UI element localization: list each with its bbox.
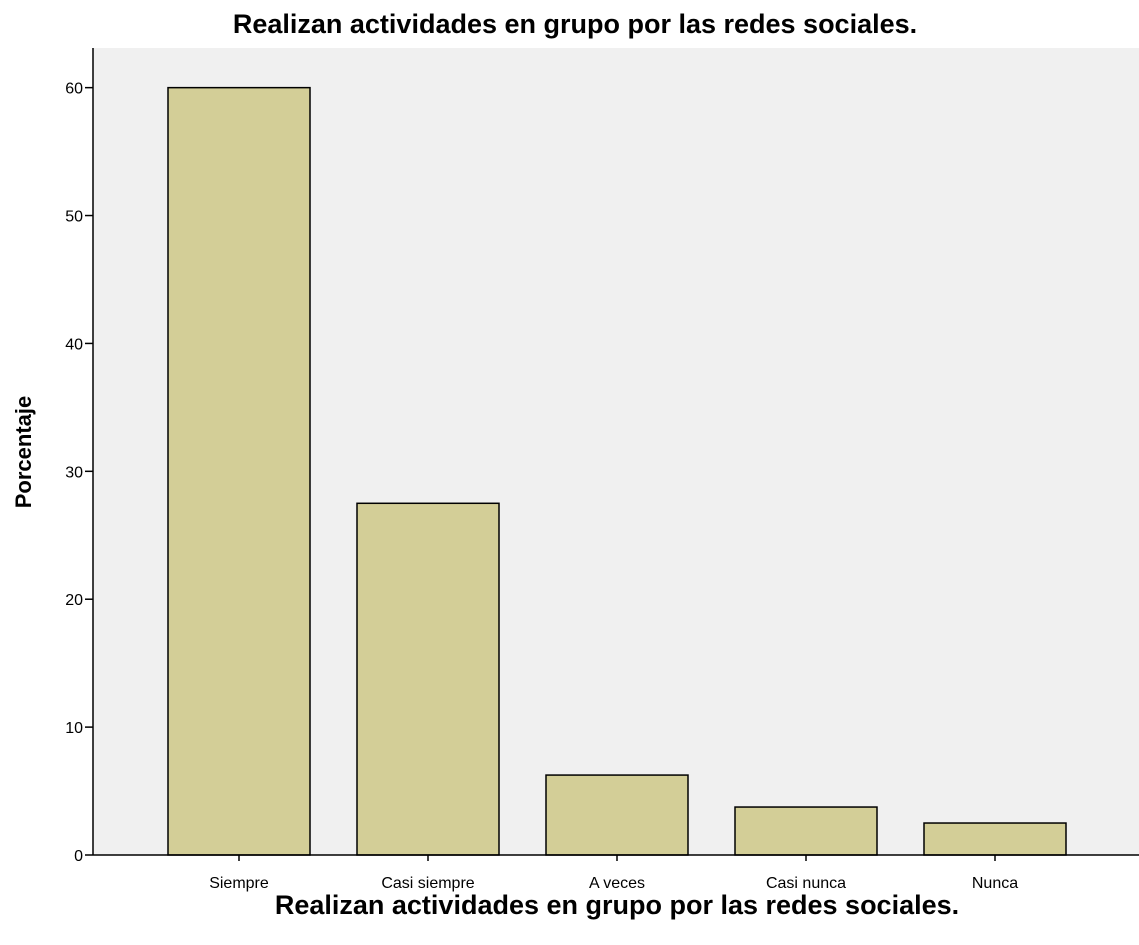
x-ticks-layer: Siempre Casi siempre A veces Casi nunca Nunc… (209, 855, 1018, 892)
x-tick-label: Nunca (972, 875, 1018, 892)
y-tick-label: 40 (65, 336, 83, 353)
y-tick-label: 60 (65, 81, 83, 98)
bar-casi-nunca (735, 807, 877, 855)
x-tick-label: Siempre (209, 875, 269, 892)
y-tick-label: 10 (65, 720, 83, 737)
y-tick-label: 30 (65, 464, 83, 481)
y-tick-label: 20 (65, 592, 83, 609)
y-ticks-layer: 0 10 20 30 40 50 60 (65, 81, 93, 865)
x-axis-label: Realizan actividades en grupo por las re… (275, 890, 959, 920)
chart-title: Realizan actividades en grupo por las re… (233, 9, 917, 39)
y-axis-label: Porcentaje (11, 396, 36, 509)
bar-nunca (924, 823, 1066, 855)
bar-casi-siempre (357, 503, 499, 855)
y-tick-label: 0 (74, 848, 83, 865)
y-tick-label: 50 (65, 209, 83, 226)
bar-a-veces (546, 775, 688, 855)
bar-siempre (168, 88, 310, 855)
